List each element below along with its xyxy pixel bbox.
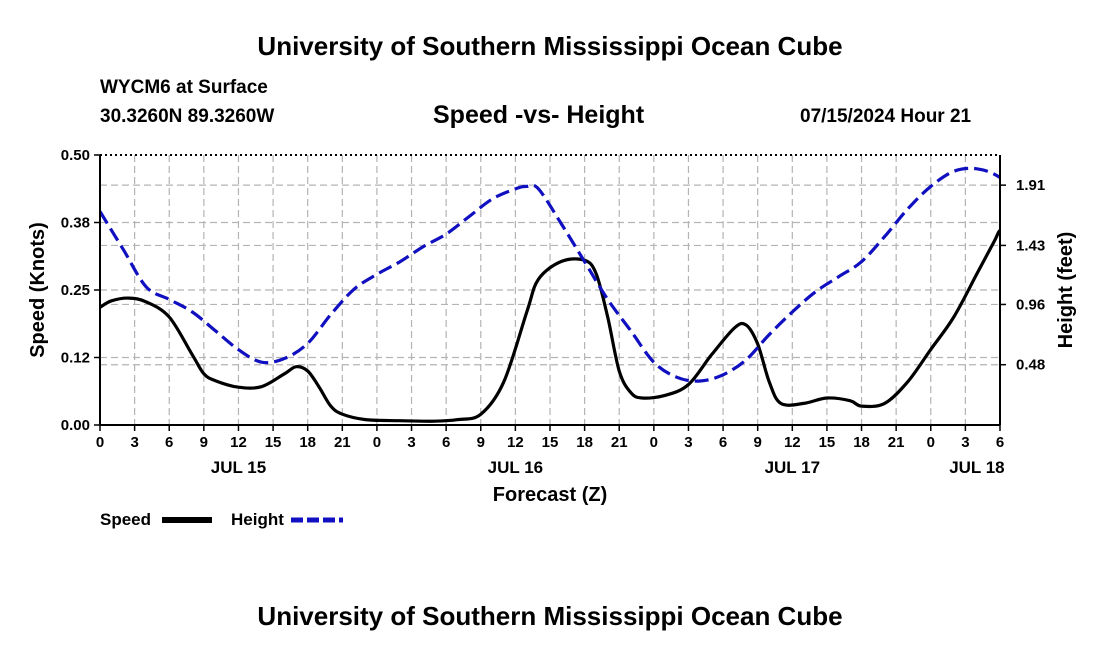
x-tick-label: 12 <box>784 434 801 451</box>
x-tick-label: 0 <box>96 434 104 451</box>
y-left-tick-label: 0.50 <box>61 147 90 164</box>
x-tick-label: 15 <box>542 434 559 451</box>
x-tick-label: 9 <box>477 434 485 451</box>
y-left-tick-label: 0.38 <box>61 215 90 232</box>
x-tick-label: 3 <box>961 434 969 451</box>
forecast-datetime: 07/15/2024 Hour 21 <box>800 106 972 127</box>
date-label: JUL 15 <box>211 458 266 477</box>
y-axis-left-label: Speed (Knots) <box>27 222 49 358</box>
x-tick-label: 0 <box>927 434 935 451</box>
coordinates-label: 30.3260N 89.3260W <box>100 106 275 127</box>
x-tick-label: 3 <box>684 434 692 451</box>
chart-title: Speed -vs- Height <box>433 101 645 129</box>
axes: 0 3 6 9 12 15 18 21 0 3 6 9 12 15 18 21 0 3 6 9 12 15 18 21 0 3 6 J… <box>61 147 1045 477</box>
y-left-tick-label: 0.25 <box>61 282 90 299</box>
legend-speed-label: Speed <box>100 510 151 529</box>
series-line-height <box>100 166 1000 383</box>
x-tick-label: 12 <box>507 434 524 451</box>
legend-height-label: Height <box>231 510 284 529</box>
x-tick-label: 3 <box>407 434 415 451</box>
y-right-tick-label: 1.91 <box>1016 177 1045 194</box>
x-tick-label: 3 <box>130 434 138 451</box>
x-tick-label: 21 <box>334 434 351 451</box>
series-line-speed <box>100 228 1000 423</box>
x-tick-label: 9 <box>200 434 208 451</box>
x-tick-label: 6 <box>442 434 450 451</box>
x-tick-label: 15 <box>265 434 282 451</box>
x-tick-label: 21 <box>888 434 905 451</box>
date-label: JUL 16 <box>488 458 543 477</box>
date-label: JUL 18 <box>949 458 1004 477</box>
y-right-tick-label: 0.96 <box>1016 296 1045 313</box>
y-left-tick-label: 0.12 <box>61 350 90 367</box>
footer-title: University of Southern Mississippi Ocean… <box>257 601 843 631</box>
x-tick-label: 12 <box>230 434 247 451</box>
y-right-tick-label: 0.48 <box>1016 357 1045 374</box>
series-lines <box>100 166 1000 423</box>
page-title: University of Southern Mississippi Ocean… <box>257 31 843 61</box>
station-label: WYCM6 at Surface <box>100 77 268 98</box>
y-right-tick-label: 1.43 <box>1016 237 1045 254</box>
x-tick-label: 21 <box>611 434 628 451</box>
x-tick-label: 9 <box>754 434 762 451</box>
x-tick-label: 18 <box>853 434 870 451</box>
x-tick-label: 18 <box>576 434 593 451</box>
date-label: JUL 17 <box>765 458 820 477</box>
grid <box>100 155 1000 425</box>
x-axis-label: Forecast (Z) <box>493 484 607 506</box>
x-tick-label: 6 <box>719 434 727 451</box>
x-tick-label: 0 <box>650 434 658 451</box>
x-tick-label: 6 <box>996 434 1004 451</box>
y-left-tick-label: 0.00 <box>61 417 90 434</box>
x-tick-label: 18 <box>299 434 316 451</box>
y-axis-right-label: Height (feet) <box>1055 232 1077 349</box>
x-tick-label: 0 <box>373 434 381 451</box>
x-tick-label: 15 <box>819 434 836 451</box>
x-tick-label: 6 <box>165 434 173 451</box>
